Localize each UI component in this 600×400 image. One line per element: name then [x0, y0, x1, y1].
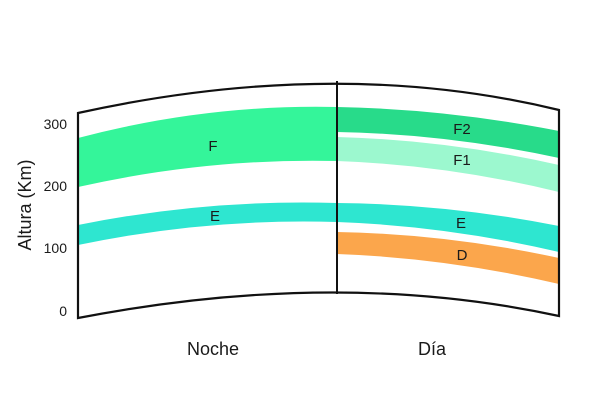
y-axis-label: Altura (Km) [15, 159, 35, 250]
day-layer-d-label: D [457, 247, 468, 264]
day-layer-f2-label: F2 [453, 121, 471, 138]
y-tick-200: 200 [44, 178, 68, 194]
night-layer-f-band [78, 106, 337, 187]
panel-label-night: Noche [187, 339, 239, 359]
panel-label-day: Día [418, 339, 447, 359]
night-layer-e-label: E [210, 208, 220, 225]
diagram-frame [76, 82, 561, 320]
y-tick-300: 300 [44, 116, 68, 132]
y-tick-100: 100 [44, 240, 68, 256]
day-layer-f1-band [337, 137, 559, 192]
day-layer-e-label: E [456, 215, 466, 232]
night-layer-f-label: F [208, 138, 217, 155]
day-layer-d-band [337, 232, 559, 284]
y-tick-0: 0 [59, 303, 67, 319]
day-layer-f2-band [337, 107, 559, 158]
day-layer-e-band [337, 203, 559, 252]
day-layer-f1-label: F1 [453, 152, 471, 169]
night-layer-e-band [78, 202, 337, 245]
